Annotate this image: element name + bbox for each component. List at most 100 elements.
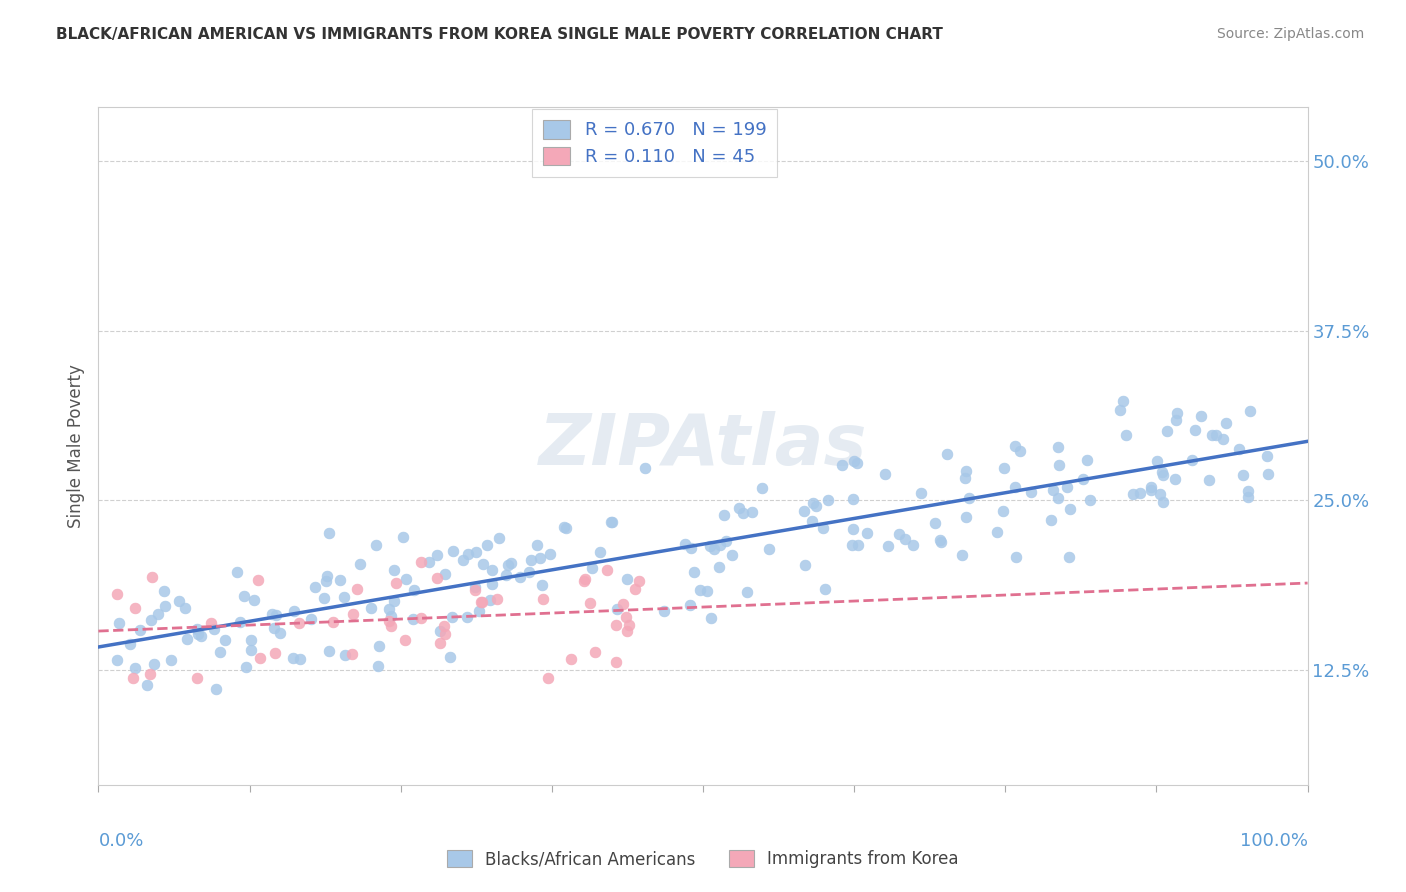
Point xyxy=(1150,465,1173,479)
Point xyxy=(342,607,364,621)
Point xyxy=(174,600,197,615)
Point xyxy=(205,682,228,697)
Point xyxy=(1071,472,1094,486)
Point xyxy=(538,547,561,561)
Point xyxy=(129,623,152,637)
Point xyxy=(478,593,501,607)
Point xyxy=(366,538,388,552)
Point xyxy=(470,595,492,609)
Point xyxy=(329,574,352,588)
Point xyxy=(312,591,335,605)
Point xyxy=(160,652,183,666)
Point xyxy=(1201,428,1223,442)
Point xyxy=(1152,468,1174,483)
Point xyxy=(141,570,163,584)
Point xyxy=(142,657,165,671)
Point xyxy=(894,533,917,547)
Point xyxy=(441,543,464,558)
Point xyxy=(1042,483,1064,497)
Point xyxy=(200,616,222,631)
Point xyxy=(1008,444,1031,458)
Point xyxy=(529,551,551,566)
Point xyxy=(107,616,129,631)
Point xyxy=(560,651,582,665)
Point xyxy=(384,575,406,590)
Point xyxy=(1112,393,1135,408)
Point xyxy=(322,615,344,629)
Point xyxy=(342,648,364,662)
Point xyxy=(682,565,704,579)
Point xyxy=(993,461,1015,475)
Point xyxy=(793,504,815,518)
Point xyxy=(242,593,264,607)
Point xyxy=(596,563,619,577)
Point xyxy=(190,629,212,643)
Point xyxy=(1166,405,1188,419)
Legend: R = 0.670   N = 199, R = 0.110   N = 45: R = 0.670 N = 199, R = 0.110 N = 45 xyxy=(531,110,778,177)
Point xyxy=(485,592,508,607)
Point xyxy=(801,496,824,510)
Point xyxy=(679,598,702,612)
Point xyxy=(394,632,416,647)
Y-axis label: Single Male Poverty: Single Male Poverty xyxy=(66,364,84,528)
Point xyxy=(1109,403,1132,417)
Point xyxy=(453,553,475,567)
Point xyxy=(240,633,263,648)
Point xyxy=(235,660,257,674)
Point xyxy=(402,612,425,626)
Point xyxy=(315,574,337,588)
Point xyxy=(1004,480,1026,494)
Point xyxy=(1184,423,1206,437)
Point xyxy=(239,643,262,657)
Point xyxy=(873,467,896,482)
Point xyxy=(333,648,356,663)
Text: BLACK/AFRICAN AMERICAN VS IMMIGRANTS FROM KOREA SINGLE MALE POVERTY CORRELATION : BLACK/AFRICAN AMERICAN VS IMMIGRANTS FRO… xyxy=(56,27,943,42)
Point xyxy=(1004,439,1026,453)
Point xyxy=(304,580,326,594)
Point xyxy=(901,539,924,553)
Point xyxy=(574,572,596,586)
Point xyxy=(360,601,382,615)
Point xyxy=(228,615,250,629)
Point xyxy=(581,561,603,575)
Point xyxy=(955,510,977,524)
Text: 100.0%: 100.0% xyxy=(1240,832,1308,850)
Point xyxy=(1047,458,1070,472)
Point xyxy=(186,622,208,636)
Point xyxy=(471,595,494,609)
Point xyxy=(1040,513,1063,527)
Text: Source: ZipAtlas.com: Source: ZipAtlas.com xyxy=(1216,27,1364,41)
Point xyxy=(1046,491,1069,505)
Point xyxy=(1057,549,1080,564)
Point xyxy=(105,653,128,667)
Point xyxy=(118,637,141,651)
Point xyxy=(214,632,236,647)
Point xyxy=(842,491,865,506)
Point xyxy=(176,632,198,646)
Point xyxy=(264,607,287,622)
Point xyxy=(1256,449,1278,463)
Text: ZIPAtlas: ZIPAtlas xyxy=(538,411,868,481)
Point xyxy=(612,597,634,611)
Point xyxy=(1128,486,1150,500)
Point xyxy=(380,608,402,623)
Point xyxy=(1237,490,1260,504)
Point xyxy=(429,624,451,639)
Point xyxy=(283,604,305,618)
Point xyxy=(957,491,980,505)
Point xyxy=(700,610,723,624)
Point xyxy=(910,486,932,500)
Point xyxy=(673,537,696,551)
Point xyxy=(1115,428,1137,442)
Point xyxy=(1164,413,1187,427)
Point xyxy=(1059,502,1081,516)
Point xyxy=(817,492,839,507)
Point xyxy=(589,545,612,559)
Point xyxy=(707,560,730,574)
Point xyxy=(1212,432,1234,446)
Point xyxy=(1021,485,1043,500)
Point xyxy=(1257,467,1279,481)
Point xyxy=(264,646,287,660)
Point xyxy=(167,594,190,608)
Point xyxy=(703,541,725,556)
